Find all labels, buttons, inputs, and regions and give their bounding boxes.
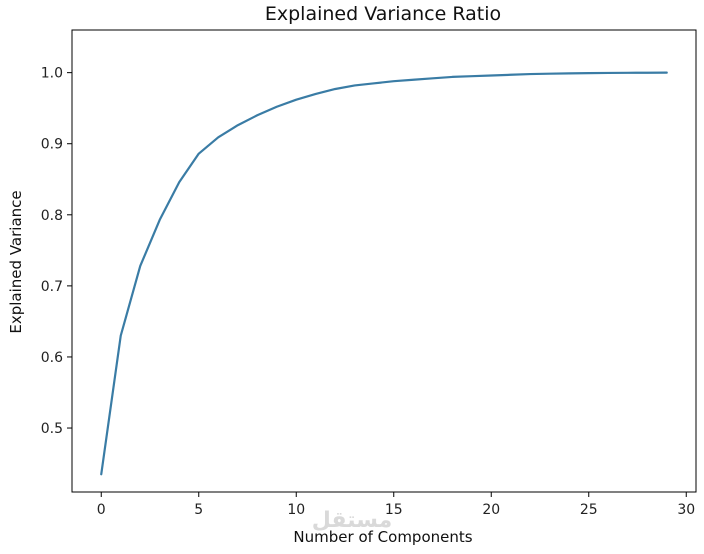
x-axis-ticks: 0 5 10 15 20 25 30 xyxy=(97,492,695,518)
plot-frame xyxy=(71,29,697,493)
x-tick-label: 10 xyxy=(287,502,305,518)
y-tick-label: 0.5 xyxy=(41,421,63,437)
x-axis-title: Number of Components xyxy=(293,528,472,546)
y-axis-ticks: 0.5 0.6 0.7 0.8 0.9 1.0 xyxy=(41,66,72,437)
y-axis-title: Explained Variance xyxy=(7,190,25,333)
x-tick-label: 30 xyxy=(677,502,695,518)
x-tick-label: 15 xyxy=(385,502,403,518)
watermark-logo: مستقل xyxy=(312,508,392,533)
y-tick-label: 0.7 xyxy=(41,279,63,295)
y-tick-label: 1.0 xyxy=(41,66,63,82)
y-tick-label: 0.8 xyxy=(41,208,63,224)
x-tick-label: 20 xyxy=(482,502,500,518)
y-tick-label: 0.9 xyxy=(41,137,63,153)
chart-title: Explained Variance Ratio xyxy=(265,3,501,25)
x-tick-label: 5 xyxy=(194,502,203,518)
explained-variance-line xyxy=(100,71,668,476)
x-tick-label: 25 xyxy=(580,502,598,518)
y-tick-label: 0.6 xyxy=(41,350,63,366)
x-tick-label: 0 xyxy=(97,502,106,518)
